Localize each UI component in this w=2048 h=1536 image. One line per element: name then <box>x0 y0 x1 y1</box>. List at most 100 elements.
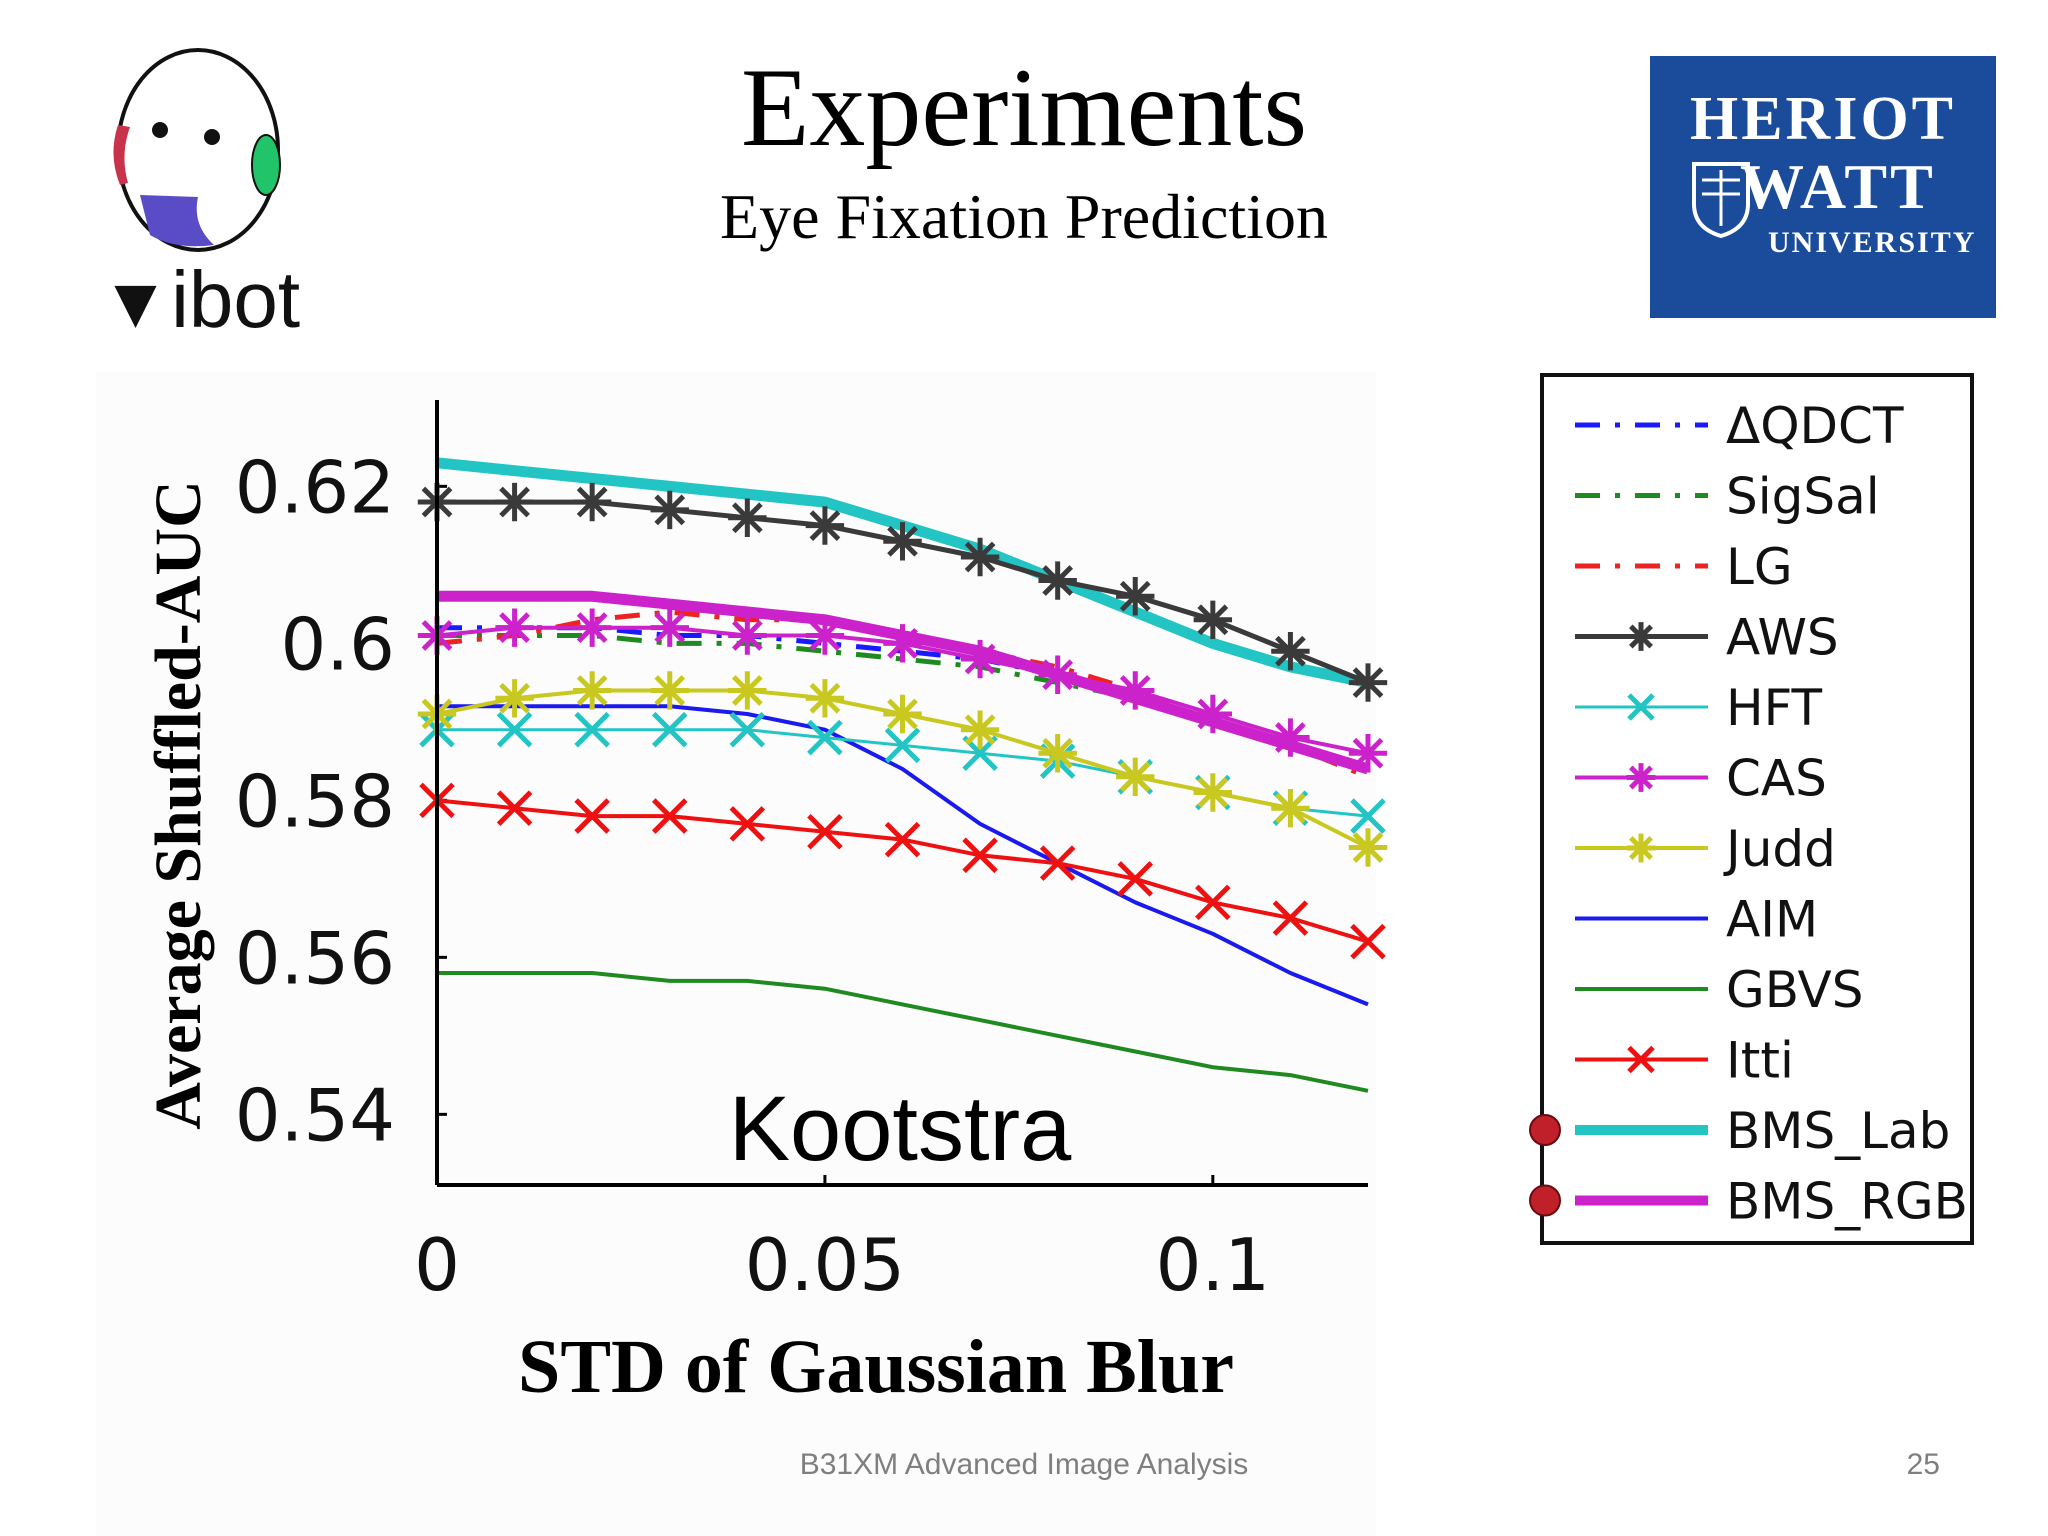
legend-label: SigSal <box>1726 468 1880 526</box>
chart-background <box>96 372 1376 1536</box>
data-point <box>728 671 767 710</box>
legend-item: GBVS <box>1575 961 1863 1019</box>
series-line <box>437 971 1369 1093</box>
data-point <box>496 711 533 748</box>
x-axis-label: STD of Gaussian Blur <box>518 1325 1234 1409</box>
chart-title: Kootstra <box>729 1078 1072 1180</box>
legend-item: Itti <box>1575 1032 1794 1090</box>
data-point <box>572 482 612 522</box>
data-point <box>728 498 767 537</box>
legend-marker <box>1626 833 1656 863</box>
data-point <box>1193 694 1233 734</box>
data-point <box>1348 828 1388 867</box>
data-point <box>650 608 689 647</box>
legend-label: CAS <box>1726 750 1827 808</box>
legend-label: AIM <box>1726 891 1818 949</box>
slide-subtitle: Eye Fixation Prediction <box>720 181 1328 252</box>
data-point <box>883 522 922 561</box>
x-tick-label: 0.1 <box>1156 1223 1271 1307</box>
series-layer <box>417 457 1388 1093</box>
legend-marker <box>1626 763 1656 792</box>
data-point <box>729 806 766 842</box>
legend-item: BMS_RGB <box>1529 1173 1968 1231</box>
legend-label: Itti <box>1726 1032 1794 1090</box>
heriot-watt-logo: HERIOT WATT UNIVERSITY <box>1650 56 1996 318</box>
legend-item: LG <box>1575 538 1793 596</box>
data-point <box>650 671 689 710</box>
data-point <box>1116 577 1155 616</box>
data-point <box>883 624 922 663</box>
data-point <box>1348 734 1388 773</box>
data-point <box>574 798 610 834</box>
data-point <box>884 821 921 858</box>
data-point <box>1272 900 1309 936</box>
data-point <box>883 694 922 734</box>
data-point <box>572 671 612 710</box>
legend-item: BMS_Lab <box>1529 1102 1950 1160</box>
data-point <box>1350 798 1386 834</box>
legend-label: Judd <box>1723 820 1836 878</box>
data-point <box>1271 789 1310 828</box>
data-point <box>805 616 845 655</box>
data-point <box>651 798 688 834</box>
data-point <box>884 727 921 764</box>
data-point <box>574 711 610 748</box>
data-point <box>496 790 533 826</box>
vibot-wordmark: ▼ibot <box>99 255 301 344</box>
data-point <box>1348 663 1388 702</box>
data-point <box>1038 561 1077 600</box>
data-point <box>495 679 534 718</box>
vibot-label: ibot <box>171 255 301 344</box>
legend-item: AIM <box>1575 891 1818 949</box>
data-point <box>1116 757 1155 796</box>
data-point <box>807 719 843 756</box>
highlight-bullet-icon <box>1529 1114 1561 1146</box>
legend-label: LG <box>1726 538 1793 596</box>
data-point <box>960 639 1000 679</box>
data-point <box>1195 884 1231 921</box>
legend-label: GBVS <box>1726 961 1863 1019</box>
legend-item: ΔQDCT <box>1575 397 1904 455</box>
data-point <box>960 710 1000 749</box>
slide-footer: B31XM Advanced Image Analysis <box>799 1448 1249 1481</box>
tick-labels: 0.54 0.56 0.58 0.6 0.62 0 0.05 0.1 <box>235 445 1270 1307</box>
data-point <box>1350 923 1386 960</box>
data-point <box>1038 734 1077 773</box>
legend-marker <box>1627 693 1655 721</box>
data-point <box>1193 600 1233 639</box>
data-point <box>1039 845 1076 881</box>
data-point <box>1271 632 1310 671</box>
logo-line-university: UNIVERSITY <box>1768 226 1977 259</box>
highlight-bullet-icon <box>1529 1184 1561 1217</box>
legend-item: SigSal <box>1575 468 1880 526</box>
series-gbvs <box>437 971 1369 1093</box>
data-point <box>495 608 534 647</box>
data-point <box>729 711 766 748</box>
data-point <box>805 506 845 545</box>
x-tick-label: 0 <box>414 1223 460 1307</box>
data-point <box>805 679 845 718</box>
data-point <box>728 616 767 655</box>
crest-icon <box>1692 162 1750 238</box>
series-itti <box>419 782 1386 960</box>
legend-label: BMS_RGB <box>1726 1173 1968 1231</box>
logo-line-heriot: HERIOT <box>1689 85 1957 153</box>
data-point <box>650 490 689 530</box>
data-point <box>962 837 998 874</box>
logo-line-watt: WATT <box>1740 151 1936 222</box>
y-tick-label: 0.54 <box>235 1073 395 1157</box>
y-tick-label: 0.58 <box>235 759 395 843</box>
page-number: 25 <box>1906 1448 1940 1481</box>
y-tick-label: 0.62 <box>235 445 395 529</box>
legend-marker <box>1626 622 1656 651</box>
data-point <box>960 537 1000 577</box>
data-point <box>1117 861 1154 897</box>
series-aim <box>437 704 1369 1007</box>
y-axis-label: Average Shuffled-AUC <box>142 480 215 1130</box>
data-point <box>495 482 534 522</box>
legend-label: HFT <box>1726 679 1822 737</box>
legend-label: AWS <box>1726 609 1839 667</box>
legend-box <box>1540 373 1974 1245</box>
data-point <box>572 608 612 647</box>
